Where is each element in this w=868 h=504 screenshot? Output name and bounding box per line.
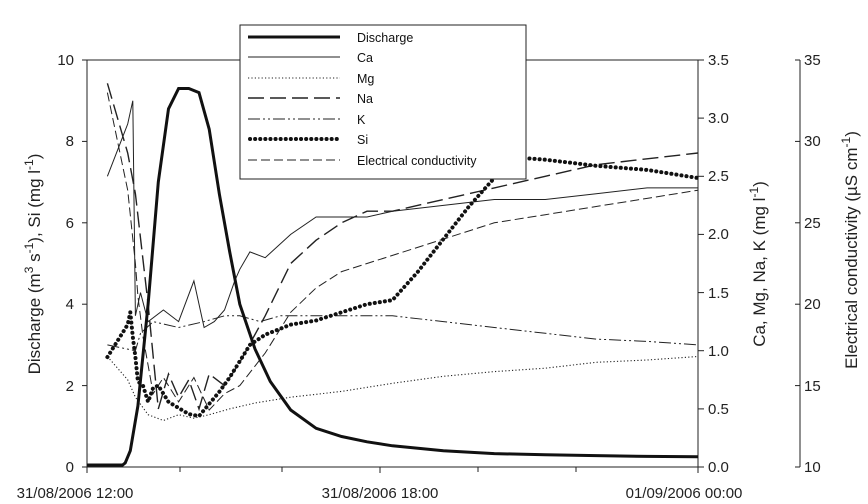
series-line-electrical-conductivity [106,92,699,411]
legend-label: K [357,113,366,127]
legend-item-discharge: Discharge [248,31,413,45]
legend-item-ca: Ca [248,51,373,65]
x-tick-label: 31/08/2006 12:00 [17,485,134,502]
right1-tick-label: 0.5 [708,401,729,418]
legend-label: Ca [357,51,373,65]
legend: Discharge Ca Mg Na K Si Electrical condu… [239,24,527,180]
series-layer [87,83,700,467]
legend-label: Electrical conductivity [357,154,477,168]
legend-label: Mg [357,72,374,86]
right2-tick-label: 10 [804,459,821,476]
right-axis-1: 0.0 0.5 1.0 1.5 2.0 2.5 3.0 3.5 Ca, Mg, … [698,52,769,476]
left-axis-title: Discharge (m3 s-1), Si (mg l-1) [22,154,44,375]
x-axis: 31/08/2006 12:00 31/08/2006 18:00 01/09/… [17,467,743,502]
legend-item-na: Na [248,92,373,106]
series-line-ca [106,100,698,329]
left-tick-label: 8 [66,133,74,150]
left-tick-label: 0 [66,459,74,476]
legend-label: Si [357,133,368,147]
left-tick-label: 4 [66,296,74,313]
series-line-k [107,315,699,352]
right1-tick-label: 1.5 [708,285,729,302]
legend-box [239,24,527,180]
right2-tick-label: 25 [804,215,821,232]
right-axis-2: 10 15 20 25 30 35 Electrical conductivit… [795,52,861,476]
right2-tick-label: 35 [804,52,821,69]
x-tick-label: 31/08/2006 18:00 [322,485,439,502]
series-line-si [105,155,700,419]
right1-tick-label: 2.5 [708,168,729,185]
series-line-discharge [87,87,699,467]
legend-item-k: K [248,113,366,127]
right1-axis-title: Ca, Mg, Na, K (mg l-1) [747,181,769,347]
right1-tick-label: 3.5 [708,52,729,69]
right2-tick-label: 15 [804,378,821,395]
left-tick-label: 10 [57,52,74,69]
left-axis: 0 2 4 6 8 10 Discharge (m3 s-1), Si (mg … [22,52,87,476]
legend-item-electrical-conductivity: Electrical conductivity [248,154,477,168]
left-tick-label: 2 [66,378,74,395]
right2-axis-title: Electrical conductivity (µS cm-1) [839,131,861,369]
x-tick-label: 01/09/2006 00:00 [626,485,743,502]
legend-item-si: Si [248,133,368,147]
right1-tick-label: 3.0 [708,110,729,127]
legend-label: Discharge [357,31,413,45]
legend-label: Na [357,92,373,106]
right2-tick-label: 30 [804,133,821,150]
right1-tick-label: 2.0 [708,226,729,243]
left-tick-label: 6 [66,215,74,232]
legend-item-mg: Mg [248,72,374,86]
right1-tick-label: 1.0 [708,343,729,360]
series-line-mg [106,355,699,422]
right1-tick-label: 0.0 [708,459,729,476]
right2-tick-label: 20 [804,296,821,313]
